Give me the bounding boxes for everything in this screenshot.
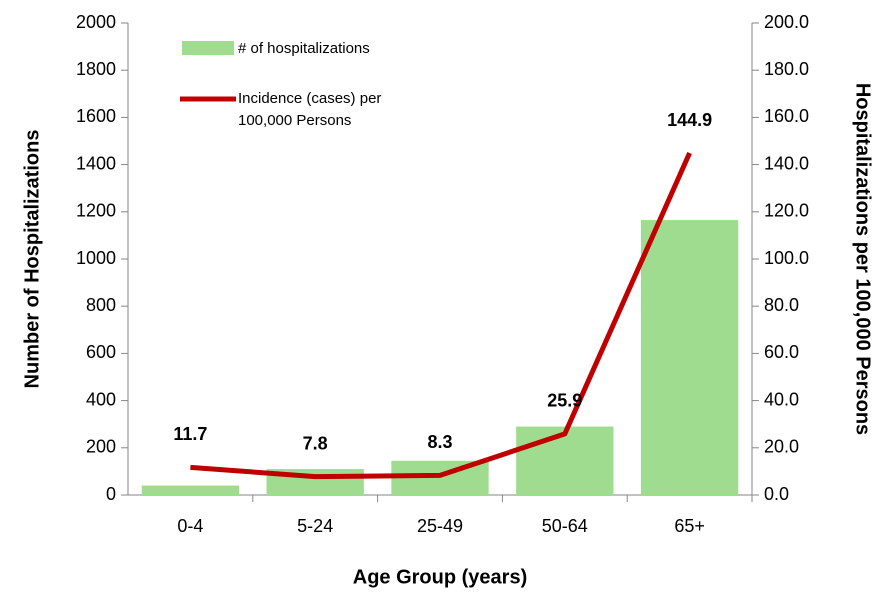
y2-tick-label: 100.0 — [764, 248, 809, 268]
y2-tick-label: 180.0 — [764, 59, 809, 79]
y2-tick-label: 20.0 — [764, 437, 799, 457]
y2-tick-label: 0.0 — [764, 484, 789, 504]
y2-tick-label: 60.0 — [764, 342, 799, 362]
y2-tick-label: 80.0 — [764, 295, 799, 315]
y-tick-label: 2000 — [76, 12, 116, 32]
y-axis-title: Number of Hospitalizations — [21, 130, 43, 389]
x-tick-label: 0-4 — [177, 516, 203, 536]
data-label: 7.8 — [303, 433, 328, 453]
bar — [141, 485, 240, 495]
y2-tick-label: 140.0 — [764, 153, 809, 173]
data-label: 144.9 — [667, 110, 712, 130]
x-tick-label: 50-64 — [542, 516, 588, 536]
y-tick-label: 1600 — [76, 106, 116, 126]
y2-axis-title: Hospitalizations per 100,000 Persons — [852, 83, 874, 435]
data-label: 25.9 — [547, 391, 582, 411]
x-tick-label: 25-49 — [417, 516, 463, 536]
y-tick-label: 1800 — [76, 59, 116, 79]
legend-label: Incidence (cases) per 100,000 Persons — [238, 90, 382, 129]
x-tick-label: 65+ — [674, 516, 705, 536]
y2-tick-label: 120.0 — [764, 201, 809, 221]
y-tick-label: 1200 — [76, 201, 116, 221]
bar — [516, 426, 614, 495]
y-tick-label: 600 — [86, 342, 116, 362]
x-axis-title: Age Group (years) — [353, 566, 527, 588]
y-tick-label: 0 — [106, 484, 116, 504]
y2-tick-label: 160.0 — [764, 106, 809, 126]
y-tick-label: 400 — [86, 389, 116, 409]
bar — [640, 220, 739, 495]
legend-key — [182, 41, 234, 55]
line — [190, 152, 692, 480]
data-label: 8.3 — [427, 432, 452, 452]
x-tick-label: 5-24 — [297, 516, 333, 536]
y-tick-label: 1400 — [76, 153, 116, 173]
y-tick-label: 800 — [86, 295, 116, 315]
legend-label: # of hospitalizations — [238, 40, 370, 57]
y2-tick-label: 40.0 — [764, 389, 799, 409]
data-label: 11.7 — [173, 424, 207, 444]
y-tick-label: 200 — [86, 437, 116, 457]
y2-tick-label: 200.0 — [764, 12, 809, 32]
y-tick-label: 1000 — [76, 248, 116, 268]
